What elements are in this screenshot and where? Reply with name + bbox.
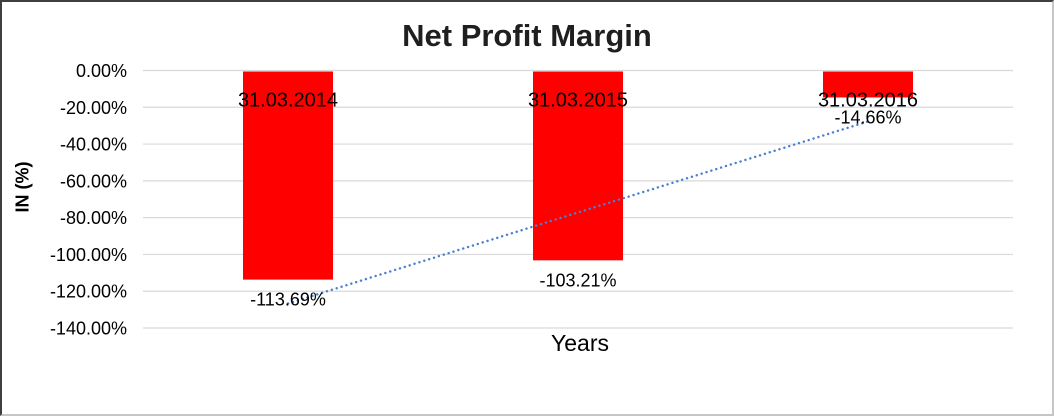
category-label: 31.03.2014: [238, 90, 338, 112]
y-tick-label: -100.00%: [50, 245, 127, 265]
data-label: -113.69%: [250, 290, 326, 310]
y-tick-label: 0.00%: [76, 61, 127, 81]
x-axis-title: Years: [551, 330, 609, 356]
chart-title: Net Profit Margin: [402, 18, 652, 53]
bar: [823, 71, 913, 98]
data-label: -14.66%: [834, 107, 901, 127]
y-tick-label: -60.00%: [60, 171, 127, 191]
y-tick-label: -140.00%: [50, 319, 127, 339]
category-label: 31.03.2016: [818, 90, 918, 112]
y-tick-label: -80.00%: [60, 208, 127, 228]
y-tick-label: -20.00%: [60, 98, 127, 118]
bar: [533, 71, 623, 261]
data-label: -103.21%: [539, 270, 616, 290]
trendline: [286, 120, 870, 305]
bar: [243, 71, 333, 280]
y-tick-label: -120.00%: [50, 282, 127, 302]
category-label: 31.03.2015: [528, 90, 628, 112]
y-tick-label: -40.00%: [60, 135, 127, 155]
y-axis-title: IN (%): [12, 161, 33, 213]
